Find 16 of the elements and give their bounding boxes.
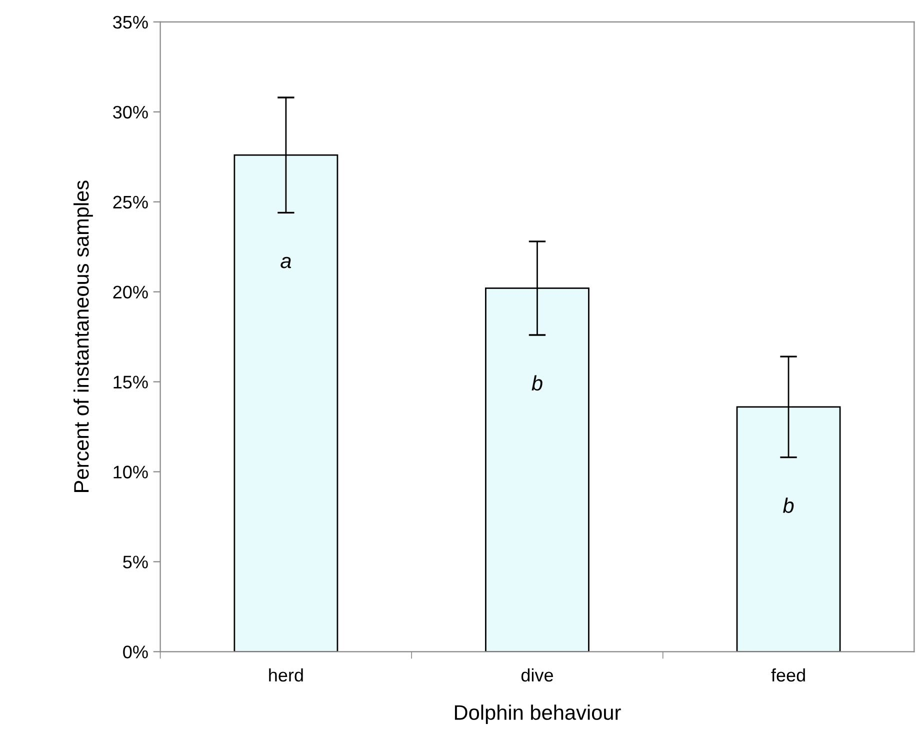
y-tick-label: 30%: [113, 106, 148, 119]
y-tick-label: 25%: [113, 196, 148, 209]
annotation: b: [783, 498, 794, 513]
y-tick-label: 0%: [123, 646, 148, 658]
y-tick-label: 15%: [114, 376, 148, 388]
x-tick-label: feed: [771, 668, 805, 682]
x-tick-label: herd: [269, 668, 303, 682]
y-tick-label: 20%: [113, 286, 148, 299]
y-axis-title: Percent of instantaneous samples: [73, 180, 93, 492]
annotation: b: [532, 375, 542, 391]
annotation: a: [280, 256, 292, 268]
y-tick-label: 10%: [114, 466, 148, 478]
y-tick-label: 5%: [123, 556, 148, 568]
x-tick-label: dive: [521, 668, 553, 682]
y-tick-label: 35%: [113, 16, 148, 29]
x-axis-title: Dolphin behaviour: [454, 704, 621, 724]
